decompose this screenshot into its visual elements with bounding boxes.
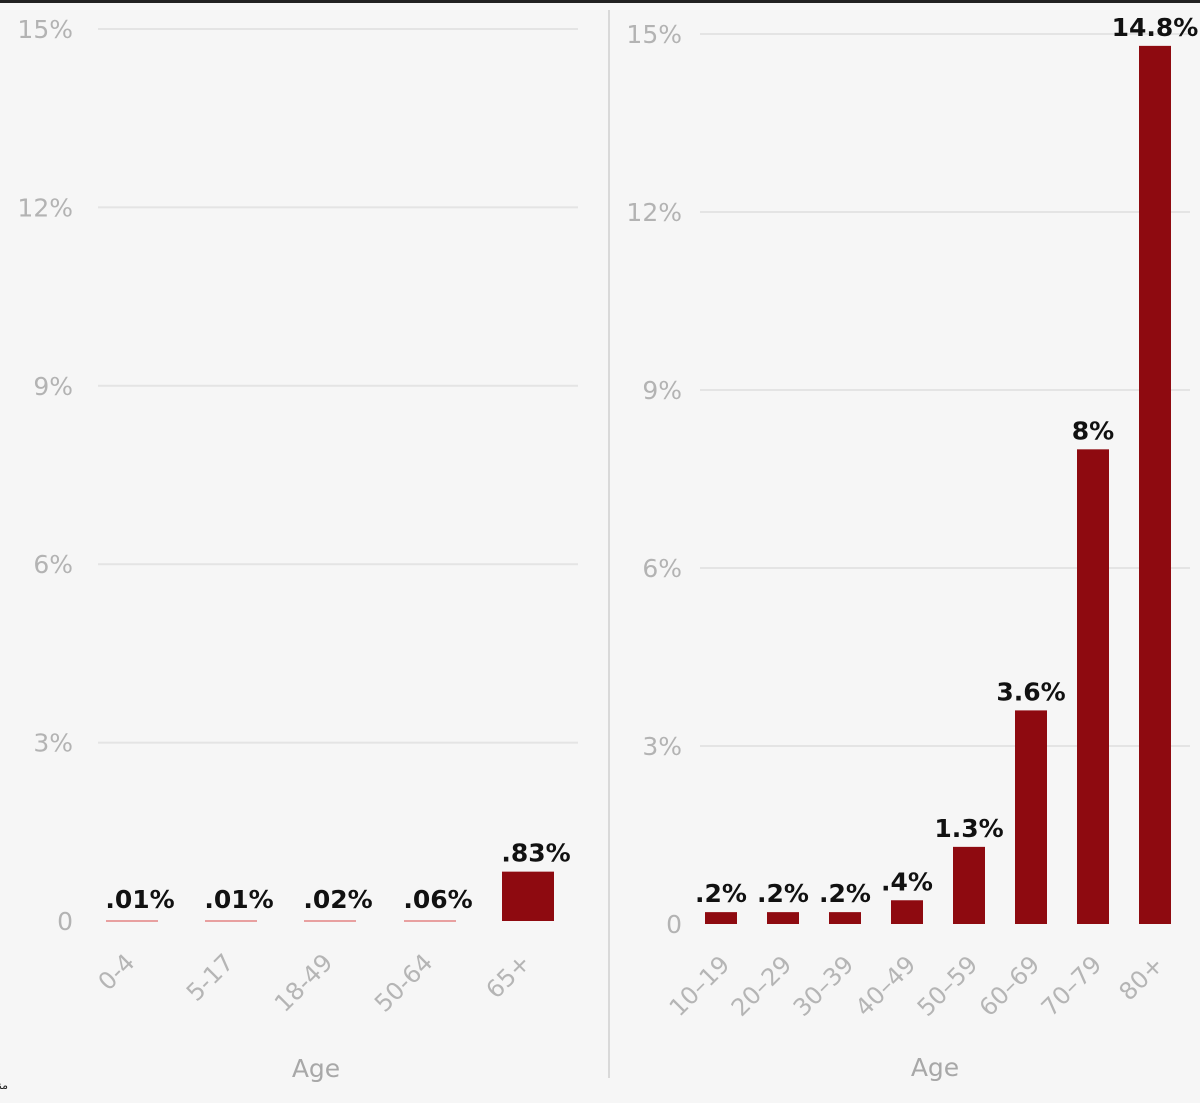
right-x-tick-label: 30–39	[788, 950, 859, 1021]
right-bar-value-label: .4%	[881, 867, 933, 896]
left-bar	[502, 871, 554, 921]
right-bar-value-label: 8%	[1072, 416, 1114, 445]
left-y-tick-label: 3%	[33, 729, 73, 758]
right-y-tick-label: 9%	[642, 376, 682, 405]
left-bar-value-label: .01%	[105, 885, 174, 914]
left-bar-value-label: .83%	[501, 839, 570, 868]
right-bar-value-label: 3.6%	[996, 677, 1065, 706]
right-x-tick-label: 10–19	[664, 950, 735, 1021]
right-x-tick-label: 20–29	[726, 950, 797, 1021]
left-y-axis: 0 3% 6% 9% 12% 15%	[17, 15, 73, 936]
right-bar-value-label: 1.3%	[934, 814, 1003, 843]
left-x-axis: 0-4 5-17 18-49 50-64 65+	[93, 948, 537, 1017]
right-bar	[767, 912, 799, 924]
left-bar	[106, 920, 158, 922]
right-x-tick-label: 70–79	[1036, 950, 1107, 1021]
left-x-tick-label: 18-49	[269, 948, 338, 1017]
right-x-tick-label: 80+	[1114, 950, 1170, 1006]
right-y-tick-label: 3%	[642, 732, 682, 761]
right-bar-value-label: .2%	[757, 879, 809, 908]
right-x-tick-label: 50–59	[912, 950, 983, 1021]
left-bar-value-label: .02%	[303, 885, 372, 914]
source-note: منبع: CDC	[0, 1079, 8, 1092]
left-x-tick-label: 5-17	[181, 948, 239, 1006]
right-value-labels: .2% .2% .2% .4%1.3% 3.6% 8% 14.8%	[695, 13, 1198, 908]
left-bar-value-label: .06%	[403, 885, 472, 914]
right-y-tick-label: 15%	[626, 20, 682, 49]
right-bar	[891, 900, 923, 924]
right-x-tick-label: 60–69	[974, 950, 1045, 1021]
right-y-tick-label: 6%	[642, 554, 682, 583]
right-y-tick-label: 12%	[626, 198, 682, 227]
left-bar	[205, 920, 257, 922]
left-x-tick-label: 0-4	[93, 948, 141, 996]
right-gridlines	[700, 33, 1190, 747]
left-x-tick-label: 65+	[481, 948, 537, 1004]
left-bar	[304, 920, 356, 922]
left-bar-value-label: .01%	[204, 885, 273, 914]
right-bar-value-label: .2%	[695, 879, 747, 908]
left-gridlines	[98, 28, 578, 744]
left-y-tick-label: 12%	[17, 193, 73, 222]
left-y-tick-label: 9%	[33, 372, 73, 401]
right-bar	[953, 846, 985, 924]
right-y-tick-label: 0	[666, 910, 682, 939]
right-bar	[1077, 449, 1109, 924]
right-bars	[705, 45, 1171, 925]
right-bar-value-label: 14.8%	[1112, 13, 1199, 42]
right-chart-panel: 0 3% 6% 9% 12% 15% .2% .2% .2% .4%1.3% 3.6% 8% 14.8…	[626, 13, 1198, 1082]
left-y-tick-label: 6%	[33, 550, 73, 579]
right-bar	[829, 912, 861, 924]
right-x-tick-label: 40–49	[850, 950, 921, 1021]
left-chart-panel: 0 3% 6% 9% 12% 15% .01% .01% .02% .06% .83% 0-4 5-…	[17, 15, 578, 1083]
left-bars	[106, 871, 554, 922]
right-x-axis-title: Age	[911, 1053, 959, 1082]
left-value-labels: .01% .01% .02% .06% .83%	[105, 839, 570, 914]
left-bar	[404, 920, 456, 922]
right-bar-value-label: .2%	[819, 879, 871, 908]
left-y-tick-label: 15%	[17, 15, 73, 44]
right-bar	[1139, 45, 1171, 925]
right-bar	[705, 912, 737, 924]
left-x-tick-label: 50-64	[369, 948, 438, 1017]
left-x-axis-title: Age	[292, 1054, 340, 1083]
top-edge-strip	[0, 0, 1200, 3]
right-y-axis: 0 3% 6% 9% 12% 15%	[626, 20, 682, 939]
right-bar	[1015, 710, 1047, 924]
left-y-tick-label: 0	[57, 907, 73, 936]
